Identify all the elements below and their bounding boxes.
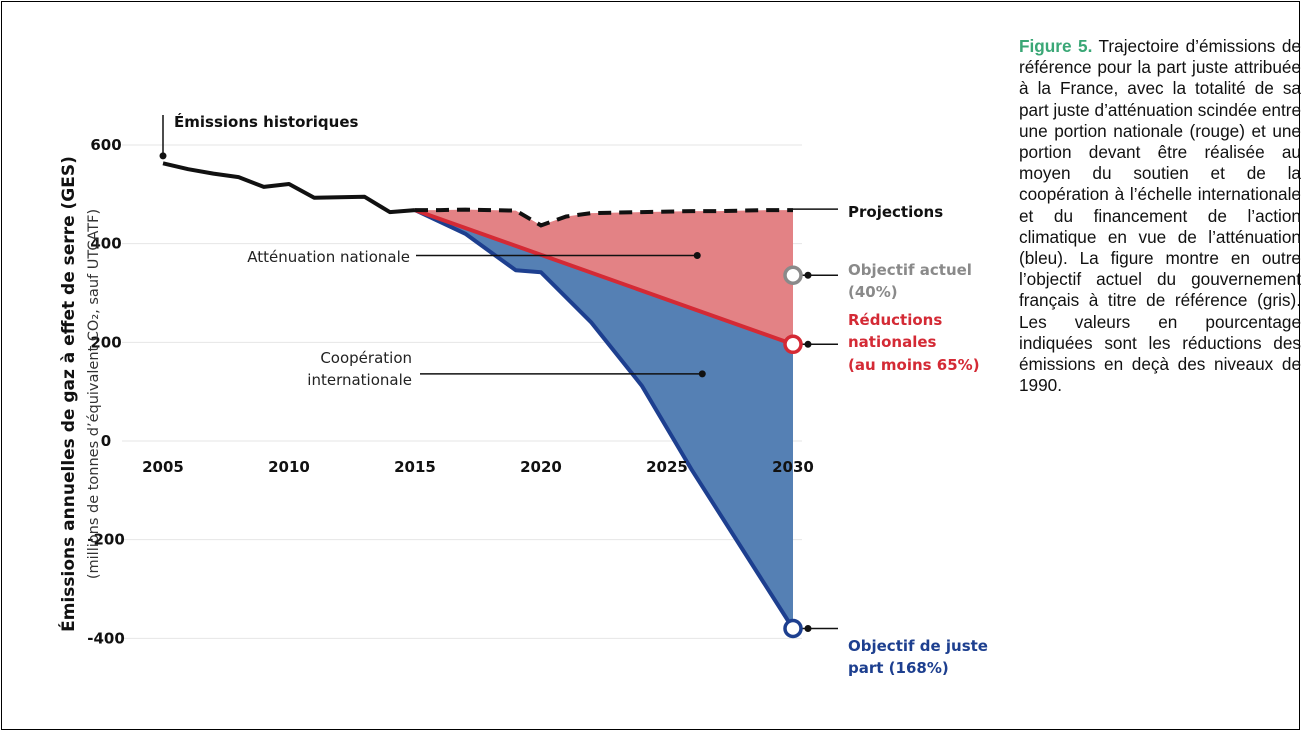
x-tick-label: 2015 — [394, 458, 436, 476]
annotation-cooperation-line2: internationale — [307, 371, 412, 389]
tick-layer: 600 400 200 0 -200 -400 2005 2010 2015 2020 2025 20… — [87, 136, 814, 647]
annotation-national-mitigation: Atténuation nationale — [247, 248, 410, 266]
leader-dot-target-0 — [804, 271, 812, 279]
area-layer — [415, 209, 793, 629]
x-tick-label: 2005 — [142, 458, 184, 476]
x-tick-label: 2010 — [268, 458, 310, 476]
annotation-projections: Projections — [848, 203, 943, 221]
line-layer — [162, 161, 795, 630]
y-tick-label: -200 — [87, 531, 125, 549]
line-fairshare — [414, 208, 795, 630]
emissions-chart: 600 400 200 0 -200 -400 2005 2010 2015 2020 2025 20… — [57, 112, 988, 677]
line-national-reductions — [414, 208, 794, 347]
leader-dot-target-1 — [804, 340, 812, 348]
annotation-national-line3: (au moins 65%) — [848, 356, 980, 374]
annotation-cooperation-line1: Coopération — [320, 349, 412, 367]
y-tick-label: -400 — [87, 629, 125, 647]
line-historical — [162, 161, 416, 215]
annotation-layer: Émissions historiques Projections Atténu… — [57, 112, 988, 677]
caption-text: Trajectoire d’émissions de référence pou… — [1019, 36, 1301, 396]
dot-historical — [159, 152, 167, 160]
x-tick-label: 2020 — [520, 458, 562, 476]
dot-cooperation — [698, 370, 706, 378]
x-tick-label: 2030 — [772, 458, 814, 476]
y-axis-label: Émissions annuelles de gaz à effet de se… — [57, 156, 79, 632]
annotation-current-target-line2: (40%) — [848, 283, 898, 301]
annotation-fairshare-line1: Objectif de juste — [848, 637, 988, 655]
caption-label: Figure 5. — [1019, 36, 1093, 56]
y-axis-subtitle: (millions de tonnes d’équivalent CO₂, sa… — [86, 209, 102, 579]
annotation-national-line1: Réductions — [848, 311, 942, 329]
marker-layer — [159, 152, 812, 639]
grid-layer — [122, 144, 802, 639]
y-tick-label: 400 — [90, 235, 121, 253]
leader-dot-target-2 — [804, 624, 812, 632]
area-international-cooperation — [415, 210, 793, 629]
marker-target-1 — [783, 334, 803, 355]
marker-target-0 — [783, 265, 803, 285]
y-tick-label: 600 — [90, 136, 121, 154]
marker-target-2 — [783, 618, 803, 639]
x-tick-label: 2025 — [646, 458, 688, 476]
y-axis-unit: (millions de tonnes d’équivalent CO₂, sa… — [86, 209, 102, 579]
annotation-current-target-line1: Objectif actuel — [848, 261, 972, 279]
line-projections — [415, 207, 793, 228]
annotation-national-line2: nationales — [848, 333, 937, 351]
annotation-fairshare-line2: part (168%) — [848, 659, 949, 677]
y-tick-label: 200 — [90, 333, 121, 351]
y-tick-label: 0 — [101, 432, 111, 450]
dot-national-mitigation — [693, 251, 701, 259]
y-axis-title: Émissions annuelles de gaz à effet de se… — [57, 156, 79, 632]
figure-caption: Figure 5. Trajectoire d’émissions de réf… — [1019, 36, 1301, 396]
annotation-historical: Émissions historiques — [174, 112, 359, 131]
